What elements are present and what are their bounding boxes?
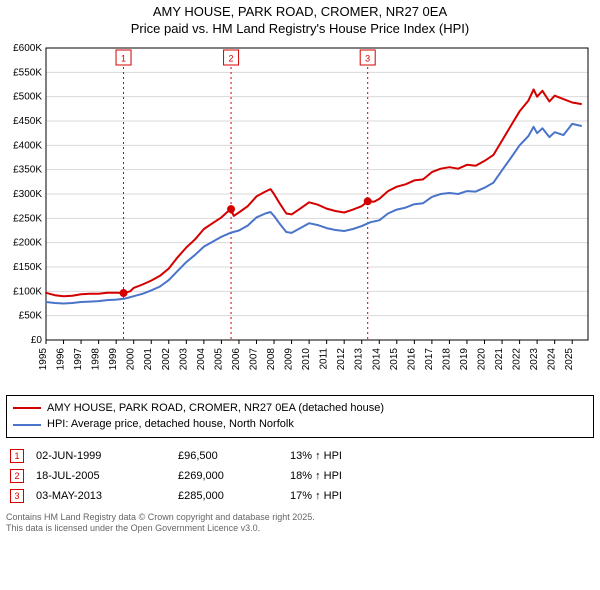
- svg-text:1997: 1997: [73, 347, 84, 370]
- svg-text:2010: 2010: [301, 347, 312, 370]
- legend-swatch: [13, 424, 41, 426]
- svg-text:2025: 2025: [564, 347, 575, 370]
- svg-text:2016: 2016: [406, 347, 417, 370]
- legend-row: HPI: Average price, detached house, Nort…: [13, 416, 587, 433]
- svg-text:£200K: £200K: [13, 237, 42, 248]
- footer-line-2: This data is licensed under the Open Gov…: [6, 523, 594, 535]
- svg-text:1: 1: [121, 53, 126, 63]
- svg-text:2000: 2000: [126, 347, 137, 370]
- sales-date: 03-MAY-2013: [36, 490, 166, 502]
- svg-text:£550K: £550K: [13, 67, 42, 78]
- page-title-1: AMY HOUSE, PARK ROAD, CROMER, NR27 0EA: [6, 4, 594, 21]
- svg-text:£500K: £500K: [13, 91, 42, 102]
- svg-text:2006: 2006: [231, 347, 242, 370]
- sales-date: 02-JUN-1999: [36, 450, 166, 462]
- sales-price: £269,000: [178, 470, 278, 482]
- sales-marker: 1: [10, 449, 24, 463]
- svg-text:£150K: £150K: [13, 262, 42, 273]
- svg-text:£600K: £600K: [13, 44, 42, 54]
- legend-swatch: [13, 407, 41, 409]
- legend-row: AMY HOUSE, PARK ROAD, CROMER, NR27 0EA (…: [13, 400, 587, 417]
- svg-text:2022: 2022: [512, 347, 523, 370]
- page-title-2: Price paid vs. HM Land Registry's House …: [6, 21, 594, 38]
- sales-row: 2 18-JUL-2005 £269,000 18% ↑ HPI: [6, 466, 594, 486]
- sales-price: £96,500: [178, 450, 278, 462]
- svg-text:£400K: £400K: [13, 140, 42, 151]
- price-chart: £0 £50K £100K £150K £200K £250K £300K £350K £400…: [6, 44, 594, 389]
- sales-marker: 3: [10, 489, 24, 503]
- chart-svg: £0 £50K £100K £150K £200K £250K £300K £350K £400…: [6, 44, 594, 384]
- svg-text:2018: 2018: [441, 347, 452, 370]
- svg-text:2005: 2005: [213, 347, 224, 370]
- svg-text:2001: 2001: [143, 347, 154, 370]
- svg-text:£450K: £450K: [13, 116, 42, 127]
- svg-text:£250K: £250K: [13, 213, 42, 224]
- sales-change: 18% ↑ HPI: [290, 470, 390, 482]
- legend-label: AMY HOUSE, PARK ROAD, CROMER, NR27 0EA (…: [47, 400, 384, 417]
- svg-text:2017: 2017: [424, 347, 435, 370]
- svg-text:2002: 2002: [161, 347, 172, 370]
- svg-text:£350K: £350K: [13, 164, 42, 175]
- svg-text:2011: 2011: [319, 347, 330, 369]
- svg-text:2012: 2012: [336, 347, 347, 370]
- footer-line-1: Contains HM Land Registry data © Crown c…: [6, 512, 594, 524]
- svg-text:£100K: £100K: [13, 286, 42, 297]
- svg-text:2021: 2021: [494, 347, 505, 370]
- legend-label: HPI: Average price, detached house, Nort…: [47, 416, 294, 433]
- svg-text:2014: 2014: [371, 347, 382, 370]
- svg-text:2009: 2009: [284, 347, 295, 370]
- sales-marker: 2: [10, 469, 24, 483]
- svg-text:2013: 2013: [354, 347, 365, 370]
- svg-text:1998: 1998: [91, 347, 102, 370]
- svg-text:£50K: £50K: [19, 310, 43, 321]
- svg-text:1996: 1996: [56, 347, 67, 370]
- legend-box: AMY HOUSE, PARK ROAD, CROMER, NR27 0EA (…: [6, 395, 594, 438]
- svg-text:2007: 2007: [248, 347, 259, 370]
- sales-change: 13% ↑ HPI: [290, 450, 390, 462]
- svg-text:1995: 1995: [38, 347, 49, 370]
- sales-table: 1 02-JUN-1999 £96,500 13% ↑ HPI 2 18-JUL-2005…: [6, 446, 594, 506]
- svg-text:£0: £0: [31, 335, 43, 346]
- sales-row: 1 02-JUN-1999 £96,500 13% ↑ HPI: [6, 446, 594, 466]
- svg-text:2004: 2004: [196, 347, 207, 370]
- svg-text:2020: 2020: [477, 347, 488, 370]
- svg-text:2023: 2023: [529, 347, 540, 370]
- svg-text:2008: 2008: [266, 347, 277, 370]
- footer-attribution: Contains HM Land Registry data © Crown c…: [6, 512, 594, 535]
- svg-text:2003: 2003: [178, 347, 189, 370]
- svg-text:2019: 2019: [459, 347, 470, 370]
- svg-text:1999: 1999: [108, 347, 119, 370]
- sales-row: 3 03-MAY-2013 £285,000 17% ↑ HPI: [6, 486, 594, 506]
- sales-change: 17% ↑ HPI: [290, 490, 390, 502]
- sales-price: £285,000: [178, 490, 278, 502]
- svg-text:2015: 2015: [389, 347, 400, 370]
- svg-text:3: 3: [365, 53, 370, 63]
- svg-text:2: 2: [229, 53, 234, 63]
- svg-text:£300K: £300K: [13, 189, 42, 200]
- svg-text:2024: 2024: [547, 347, 558, 370]
- sales-date: 18-JUL-2005: [36, 470, 166, 482]
